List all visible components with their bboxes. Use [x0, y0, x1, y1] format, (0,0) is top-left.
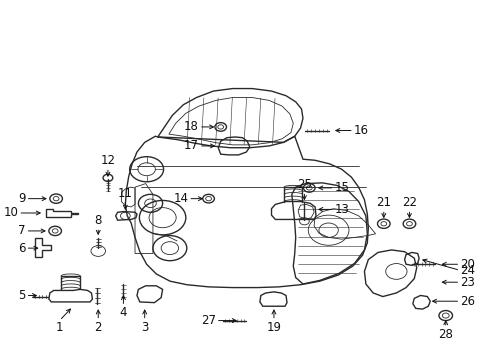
Text: 21: 21: [376, 197, 392, 210]
Text: 15: 15: [335, 181, 349, 194]
Text: 8: 8: [95, 214, 102, 227]
Text: 13: 13: [335, 203, 349, 216]
Text: 19: 19: [267, 320, 281, 334]
Text: 5: 5: [18, 289, 25, 302]
Text: 25: 25: [297, 179, 312, 192]
Text: 6: 6: [18, 242, 25, 255]
Text: 12: 12: [100, 154, 116, 167]
Text: 9: 9: [18, 192, 25, 205]
Text: 17: 17: [184, 139, 199, 152]
Text: 16: 16: [354, 124, 369, 137]
Text: 14: 14: [173, 192, 188, 205]
Text: 27: 27: [201, 314, 216, 327]
Text: 3: 3: [141, 320, 148, 334]
Text: 7: 7: [18, 224, 25, 238]
Text: 23: 23: [460, 276, 475, 289]
Text: 26: 26: [460, 295, 475, 308]
Text: 4: 4: [120, 306, 127, 319]
Text: 2: 2: [95, 320, 102, 334]
Text: 20: 20: [460, 258, 475, 271]
Text: 22: 22: [402, 197, 417, 210]
Text: 28: 28: [439, 328, 453, 341]
Text: 11: 11: [118, 187, 133, 200]
Text: 24: 24: [460, 264, 475, 277]
Text: 10: 10: [3, 207, 19, 220]
Text: 1: 1: [56, 320, 63, 334]
Text: 18: 18: [184, 121, 199, 134]
